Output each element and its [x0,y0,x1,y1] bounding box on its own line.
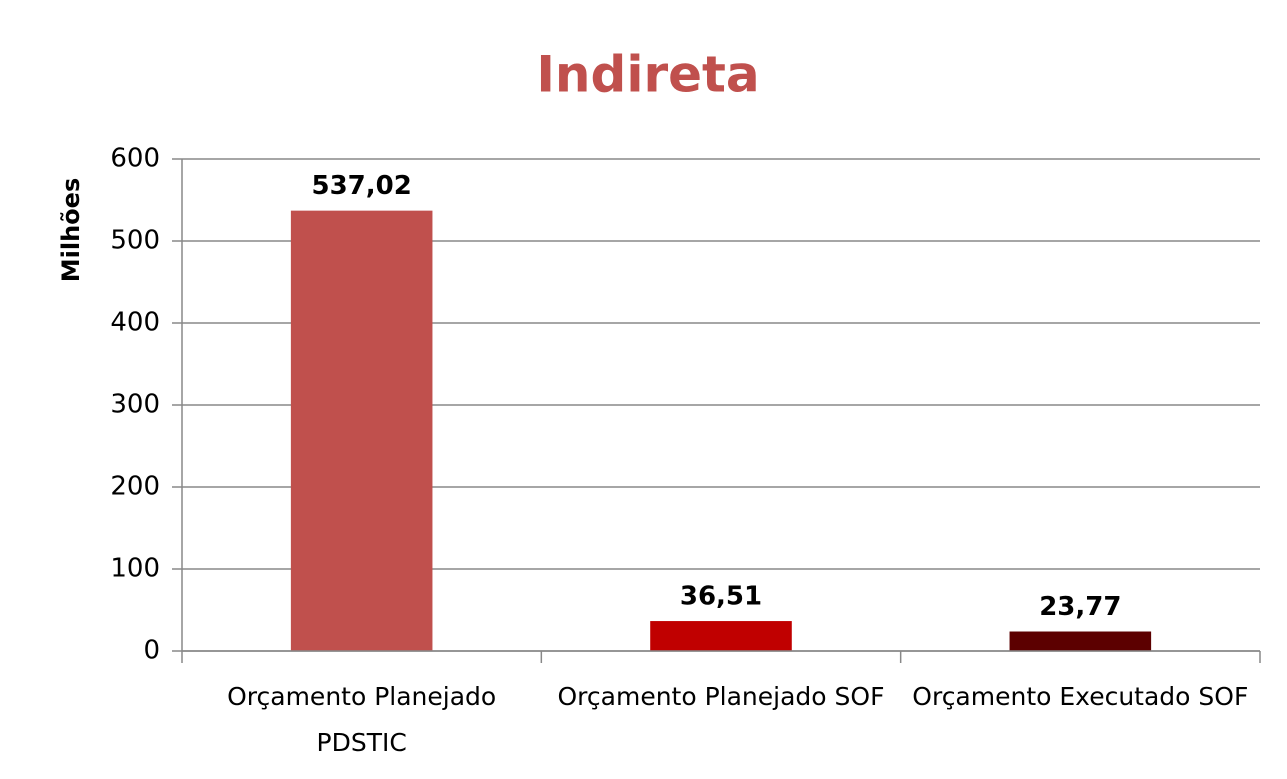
data-label: 36,51 [680,582,762,612]
y-tick-label: 100 [110,554,160,584]
y-tick-label: 600 [110,144,160,174]
x-tick-label: Orçamento Executado SOF [912,682,1249,711]
bar [290,210,433,651]
bar [650,621,792,651]
y-tick-label: 400 [110,308,160,338]
y-axis-label: Milhões [57,178,85,282]
y-tick-label: 200 [110,472,160,502]
chart-title: Indireta [536,46,759,104]
data-label: 537,02 [311,171,411,201]
y-tick-label: 0 [143,636,160,666]
x-tick-label: Orçamento Planejado PDSTIC [227,682,497,757]
y-tick-label: 500 [110,226,160,256]
y-tick-label: 300 [110,390,160,420]
bar [1009,631,1152,651]
x-tick-label: Orçamento Planejado SOF [557,682,885,711]
data-label: 23,77 [1039,592,1121,622]
